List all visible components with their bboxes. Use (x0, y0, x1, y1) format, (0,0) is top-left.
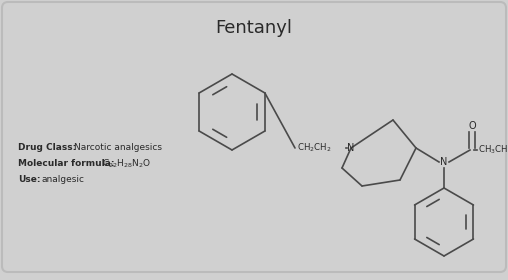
Text: Molecular formula:: Molecular formula: (18, 160, 114, 169)
Text: N: N (440, 157, 448, 167)
Text: analgesic: analgesic (41, 176, 84, 185)
Text: Fentanyl: Fentanyl (215, 19, 293, 37)
Text: Use:: Use: (18, 176, 41, 185)
Text: CH$_2$CH$_2$: CH$_2$CH$_2$ (297, 142, 332, 154)
Text: O: O (468, 121, 476, 131)
Text: C$_{22}$H$_{28}$N$_2$O: C$_{22}$H$_{28}$N$_2$O (102, 158, 151, 170)
Text: CH$_3$CH$_2$C: CH$_3$CH$_2$C (478, 144, 508, 156)
Text: N: N (347, 143, 355, 153)
Text: Drug Class:: Drug Class: (18, 143, 76, 153)
Text: Narcotic analgesics: Narcotic analgesics (74, 143, 162, 153)
FancyBboxPatch shape (2, 2, 506, 272)
